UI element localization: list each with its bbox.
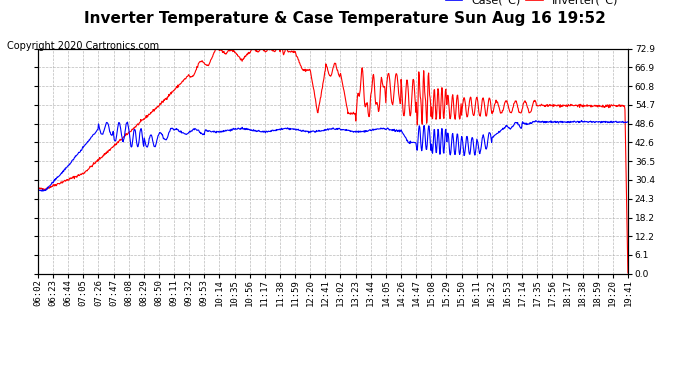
Text: Copyright 2020 Cartronics.com: Copyright 2020 Cartronics.com — [7, 41, 159, 51]
Text: Inverter Temperature & Case Temperature Sun Aug 16 19:52: Inverter Temperature & Case Temperature … — [84, 11, 606, 26]
Legend: Case(°C), Inverter(°C): Case(°C), Inverter(°C) — [441, 0, 622, 10]
